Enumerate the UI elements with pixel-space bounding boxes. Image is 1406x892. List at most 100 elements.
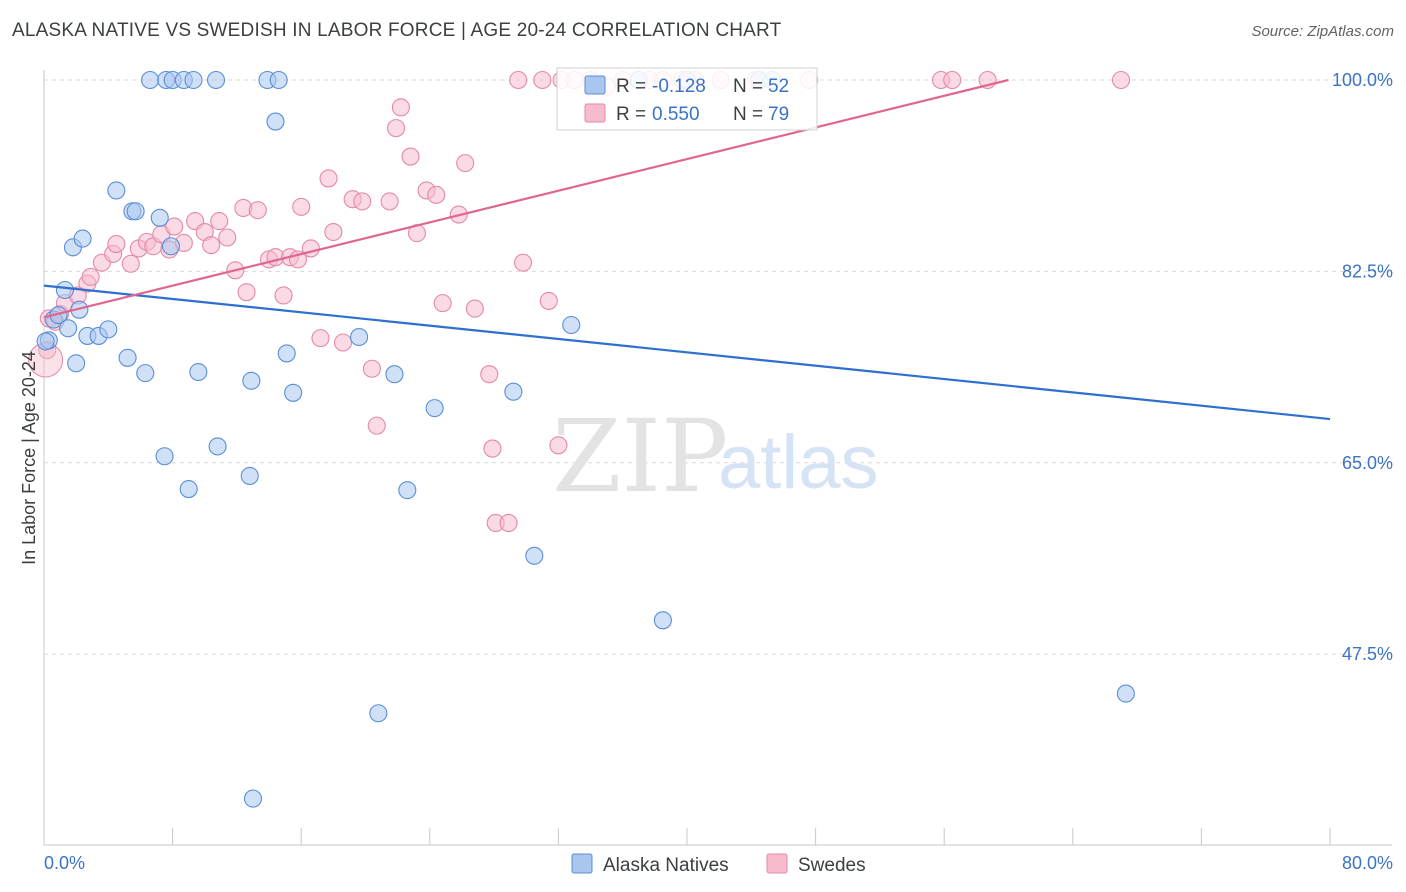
alaska-native-point-6 bbox=[67, 354, 86, 373]
swede-point-27 bbox=[248, 201, 267, 220]
swede-point-35 bbox=[311, 329, 330, 348]
alaska-native-point-25 bbox=[266, 112, 285, 131]
alaska-native-point-21 bbox=[189, 362, 208, 382]
legend-swatch-blue bbox=[584, 75, 606, 95]
alaska-native-point-28 bbox=[350, 327, 369, 347]
alaska-native-point-19 bbox=[155, 447, 174, 466]
alaska-native-point-29 bbox=[369, 704, 388, 723]
alaska-native-point-15 bbox=[126, 202, 145, 221]
legend-n-value-blue: 52 bbox=[768, 76, 789, 97]
swede-point-23 bbox=[218, 228, 237, 247]
swede-point-50 bbox=[433, 294, 452, 313]
alaska-native-point-16 bbox=[136, 364, 155, 383]
swede-point-62 bbox=[509, 70, 528, 90]
swede-point-38 bbox=[333, 333, 353, 352]
alaska-native-point-37 bbox=[1116, 684, 1135, 703]
alaska-native-point-18 bbox=[161, 237, 181, 256]
alaska-native-point-44 bbox=[206, 70, 226, 90]
swede-point-53 bbox=[465, 299, 484, 318]
swede-point-58 bbox=[513, 253, 533, 272]
swede-point-63 bbox=[533, 70, 552, 90]
swede-point-30 bbox=[274, 286, 293, 305]
alaska-native-point-31 bbox=[398, 481, 417, 500]
alaska-natives-trend-line bbox=[43, 284, 1331, 421]
legend-label-swedes: Swedes bbox=[798, 855, 866, 876]
alaska-native-point-51 bbox=[36, 332, 55, 351]
alaska-native-point-36 bbox=[653, 611, 672, 630]
alaska-native-point-30 bbox=[385, 365, 404, 384]
legend-r-label-blue: R = bbox=[616, 76, 646, 97]
alaska-native-point-20 bbox=[179, 479, 198, 499]
swede-point-49 bbox=[427, 185, 446, 204]
y-tick-label-0: 47.5% bbox=[1342, 644, 1393, 664]
y-axis-label: In Labor Force | Age 20-24 bbox=[19, 351, 39, 565]
y-tick-label-3: 100.0% bbox=[1332, 70, 1393, 90]
swedes-trend-line bbox=[43, 78, 1009, 319]
x-tick-labels: 0.0% 80.0% bbox=[44, 853, 1393, 873]
swede-point-72 bbox=[943, 70, 962, 90]
legend-series: Alaska Natives Swedes bbox=[571, 853, 866, 876]
alaska-native-point-32 bbox=[425, 399, 444, 418]
swede-point-26 bbox=[237, 283, 256, 302]
swede-point-43 bbox=[380, 192, 399, 211]
x-tick-label-1: 80.0% bbox=[1342, 853, 1393, 873]
swede-point-57 bbox=[499, 513, 518, 533]
swede-point-54 bbox=[480, 365, 499, 384]
swede-point-34 bbox=[301, 239, 320, 258]
swede-point-33 bbox=[292, 197, 311, 216]
swede-point-21 bbox=[202, 236, 221, 255]
alaska-native-point-38 bbox=[243, 789, 263, 808]
swede-point-40 bbox=[353, 192, 372, 211]
alaska-native-point-23 bbox=[240, 466, 259, 485]
x-tick-label-0: 0.0% bbox=[44, 853, 85, 873]
legend-r-label-pink: R = bbox=[616, 104, 646, 125]
watermark-zip: ZIP bbox=[552, 398, 728, 515]
alaska-native-point-4 bbox=[59, 319, 78, 338]
swede-point-37 bbox=[324, 222, 343, 242]
trend-lines bbox=[43, 78, 1331, 421]
swede-point-42 bbox=[367, 416, 386, 435]
legend-n-value-pink: 79 bbox=[768, 104, 789, 125]
legend-r-value-pink: 0.550 bbox=[652, 104, 700, 125]
swede-point-55 bbox=[483, 439, 502, 458]
alaska-native-point-27 bbox=[284, 383, 303, 402]
y-tick-label-2: 82.5% bbox=[1342, 261, 1393, 281]
swede-point-60 bbox=[549, 436, 568, 455]
swede-point-10 bbox=[107, 235, 126, 254]
alaska-native-point-46 bbox=[269, 70, 288, 90]
alaska-native-point-11 bbox=[99, 320, 118, 339]
swede-point-59 bbox=[539, 291, 558, 310]
y-tick-label-1: 65.0% bbox=[1342, 453, 1393, 473]
alaska-native-point-24 bbox=[242, 371, 261, 390]
alaska-native-point-26 bbox=[277, 344, 296, 363]
y-tick-labels: 47.5% 65.0% 82.5% 100.0% bbox=[1332, 70, 1393, 664]
swede-point-11 bbox=[121, 254, 140, 273]
grid-lines bbox=[44, 79, 1392, 655]
swede-point-7 bbox=[81, 267, 100, 286]
chart-title: ALASKA NATIVE VS SWEDISH IN LABOR FORCE … bbox=[12, 20, 782, 41]
alaska-native-point-34 bbox=[525, 546, 544, 565]
watermark: ZIP atlas bbox=[552, 398, 879, 515]
alaska-native-point-8 bbox=[73, 229, 92, 248]
swede-point-74 bbox=[1111, 70, 1131, 90]
source-credit: Source: ZipAtlas.com bbox=[1251, 23, 1394, 40]
swede-point-17 bbox=[165, 217, 184, 236]
legend-n-label-blue: N = bbox=[733, 76, 763, 97]
swede-point-52 bbox=[456, 154, 475, 173]
watermark-atlas: atlas bbox=[718, 420, 879, 505]
swede-point-46 bbox=[401, 147, 420, 166]
alaska-native-point-22 bbox=[208, 437, 227, 456]
alaska-native-point-13 bbox=[118, 348, 137, 367]
alaska-native-point-17 bbox=[150, 208, 169, 227]
legend-stats: R = -0.128 N = 52 R = 0.550 N = 79 bbox=[556, 67, 818, 131]
alaska-native-point-43 bbox=[184, 70, 203, 90]
legend-swatch-pink bbox=[584, 103, 606, 123]
legend-swatch-alaska-natives bbox=[571, 853, 593, 874]
axes bbox=[43, 70, 1392, 846]
legend-swatch-swedes bbox=[766, 853, 788, 874]
legend-r-value-blue: -0.128 bbox=[652, 76, 706, 97]
swede-point-22 bbox=[210, 212, 229, 231]
swede-point-41 bbox=[362, 359, 381, 378]
alaska-native-point-39 bbox=[141, 70, 160, 90]
alaska-native-point-33 bbox=[504, 382, 523, 401]
